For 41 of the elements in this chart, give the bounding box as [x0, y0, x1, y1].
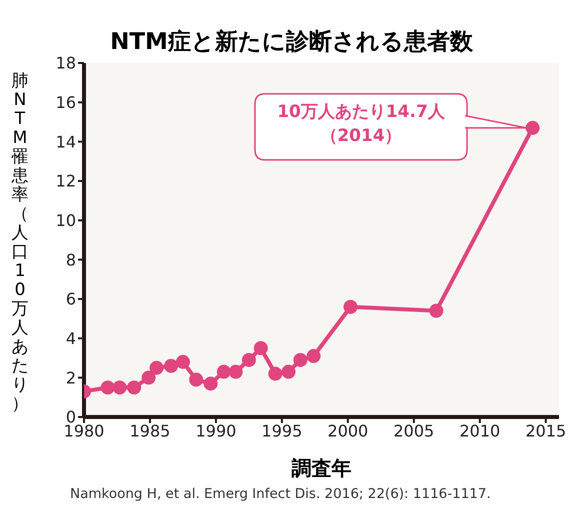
- x-tick-label: 1995: [262, 421, 302, 440]
- point: [204, 376, 218, 391]
- x-tick-label: 2000: [328, 421, 368, 440]
- x-tick-label: 2015: [525, 421, 566, 440]
- point: [100, 380, 115, 394]
- point: [176, 354, 190, 369]
- point: [254, 341, 268, 356]
- chart-title: NTM症と新たに診断される患者数: [110, 29, 473, 55]
- x-axis-title: 調査年: [290, 455, 352, 482]
- point: [526, 120, 540, 135]
- y-tick-label: 12: [56, 172, 76, 191]
- point: [293, 352, 308, 367]
- point: [429, 304, 444, 318]
- point: [216, 364, 231, 379]
- y-tick-label: 8: [66, 250, 76, 270]
- x-tick-label: 2005: [394, 421, 434, 440]
- point: [142, 370, 156, 385]
- y-tick-label: 14: [56, 132, 76, 152]
- y-tick-label: 10: [56, 211, 76, 230]
- point: [127, 380, 142, 394]
- point: [228, 364, 243, 379]
- point: [164, 358, 178, 373]
- x-tick-label: 1985: [130, 421, 170, 440]
- y-tick-label: 18: [56, 54, 76, 73]
- point: [344, 300, 358, 314]
- point: [268, 366, 282, 381]
- text: Namkoong H, et al. Emerg Infect Dis. 2016; 22(6): 1116-1117.: [69, 486, 492, 502]
- point: [189, 372, 204, 387]
- point: [150, 360, 164, 375]
- point: [112, 380, 127, 394]
- y-tick-label: 2: [66, 368, 76, 388]
- point: [282, 364, 296, 379]
- y-tick-label: 4: [66, 329, 76, 348]
- text: 肺NTM罹患率（人口10万人あたり）: [12, 71, 28, 414]
- y-tick-label: 6: [66, 290, 76, 309]
- x-tick-label: 2010: [459, 421, 500, 440]
- point: [242, 352, 256, 367]
- annotation: 10万人あたり14.7人（2014）: [276, 100, 446, 148]
- point: [306, 349, 321, 364]
- y-tick-label: 16: [56, 93, 76, 112]
- x-tick-label: 1990: [196, 421, 236, 440]
